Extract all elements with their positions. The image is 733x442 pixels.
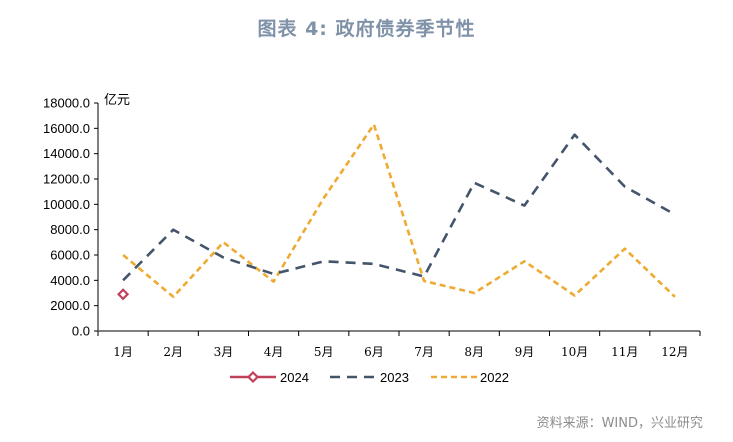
x-tick-label: 12月 <box>661 345 688 359</box>
x-tick-label: 6月 <box>364 345 384 359</box>
x-tick-label: 9月 <box>515 345 535 359</box>
y-tick-label: 0.0 <box>72 324 90 339</box>
legend-label-2023: 2023 <box>380 370 409 385</box>
diamond-marker-icon <box>117 288 130 301</box>
x-tick-label: 3月 <box>214 345 234 359</box>
y-tick-label: 2000.0 <box>50 298 90 313</box>
legend-label-2024: 2024 <box>280 370 309 385</box>
plot-series <box>117 123 676 301</box>
x-axis: 1月 2月 3月 4月 5月 6月 7月 8月 9月 10月 11月 12月 <box>97 330 701 359</box>
legend: 2024 2023 2022 <box>230 370 509 385</box>
chart-title: 图表 4: 政府债券季节性 <box>257 18 476 40</box>
x-tick-label: 5月 <box>314 345 334 359</box>
y-tick-label: 16000.0 <box>43 121 90 136</box>
y-tick-label: 8000.0 <box>50 222 90 237</box>
y-tick-label: 4000.0 <box>50 273 90 288</box>
y-tick-label: 12000.0 <box>43 172 90 187</box>
diamond-marker-icon <box>246 370 260 384</box>
source-note: 资料来源：WIND，兴业研究 <box>536 416 703 431</box>
x-tick-label: 11月 <box>611 345 638 359</box>
series-line-2022 <box>122 123 676 299</box>
x-tick-label: 2月 <box>163 345 183 359</box>
y-axis: 0.0 2000.0 4000.0 6000.0 8000.0 10000.0 12000.… <box>43 96 99 339</box>
series-line-2023 <box>122 133 676 282</box>
y-tick-label: 6000.0 <box>50 248 90 263</box>
y-tick-label: 18000.0 <box>43 96 90 111</box>
y-tick-label: 14000.0 <box>43 146 90 161</box>
x-tick-label: 7月 <box>414 345 434 359</box>
x-tick-label: 1月 <box>113 345 133 359</box>
x-tick-label: 4月 <box>264 345 284 359</box>
x-tick-label: 8月 <box>464 345 484 359</box>
y-axis-unit: 亿元 <box>104 93 130 108</box>
legend-label-2022: 2022 <box>480 370 509 385</box>
y-tick-label: 10000.0 <box>43 197 90 212</box>
x-tick-label: 10月 <box>561 345 588 359</box>
